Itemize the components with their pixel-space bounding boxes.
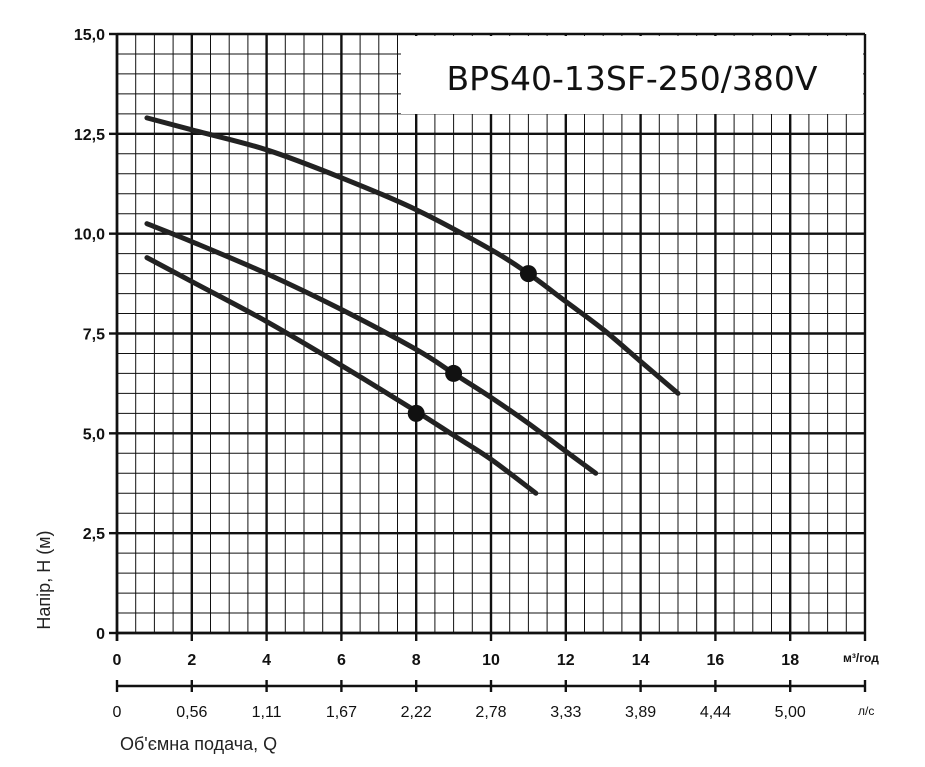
y-tick-label: 15,0 — [74, 27, 105, 44]
y-tick-label: 10,0 — [74, 227, 105, 244]
x2-tick-label: 4,44 — [700, 704, 731, 721]
x-tick-label: 12 — [557, 652, 575, 669]
y-axis-label: Напір, H (м) — [34, 530, 54, 629]
x-tick-label: 0 — [113, 652, 122, 669]
y-tick-label: 7,5 — [83, 327, 105, 344]
x2-tick-label: 2,22 — [401, 704, 432, 721]
title-box: BPS40-13SF-250/380V — [401, 36, 863, 114]
y-tick-label: 12,5 — [74, 127, 105, 144]
series-layer — [144, 115, 681, 496]
y-tick-label: 0 — [96, 626, 105, 643]
x-tick-label: 16 — [707, 652, 725, 669]
x2-tick-label: 0,56 — [176, 704, 207, 721]
x-axis-unit: м³/год — [843, 651, 879, 665]
x-tick-label: 14 — [632, 652, 650, 669]
x2-tick-label: 3,89 — [625, 704, 656, 721]
operating-point-marker-1 — [519, 265, 537, 283]
x2-tick-label: 1,67 — [326, 704, 357, 721]
chart-title: BPS40-13SF-250/380V — [447, 59, 818, 98]
operating-point-marker-3 — [407, 404, 425, 422]
x-axis-label: Об'ємна подача, Q — [120, 734, 277, 754]
performance-curve-2 — [144, 221, 599, 476]
y-tick-label: 5,0 — [83, 426, 105, 443]
ticks-layer: 0 2,5 5,0 7,5 10,0 12,5 15,0 0 2 4 6 8 10 12 14 16 18 0 0,… — [74, 27, 867, 721]
x2-tick-label: 5,00 — [775, 704, 806, 721]
x-tick-label: 2 — [187, 652, 196, 669]
x2-tick-label: 0 — [113, 704, 122, 721]
x-tick-label: 18 — [781, 652, 799, 669]
x2-axis-unit: л/с — [858, 704, 874, 718]
performance-curve-3 — [144, 255, 539, 496]
x-tick-label: 8 — [412, 652, 421, 669]
title-box-background — [401, 36, 863, 114]
x-tick-label: 4 — [262, 652, 271, 669]
x2-tick-label: 2,78 — [475, 704, 506, 721]
operating-point-marker-2 — [445, 364, 463, 382]
performance-curve-1 — [144, 115, 681, 396]
x-tick-label: 6 — [337, 652, 346, 669]
x-tick-label: 10 — [482, 652, 500, 669]
x2-tick-label: 3,33 — [550, 704, 581, 721]
x2-tick-label: 1,11 — [252, 704, 282, 721]
y-tick-label: 2,5 — [83, 526, 105, 543]
